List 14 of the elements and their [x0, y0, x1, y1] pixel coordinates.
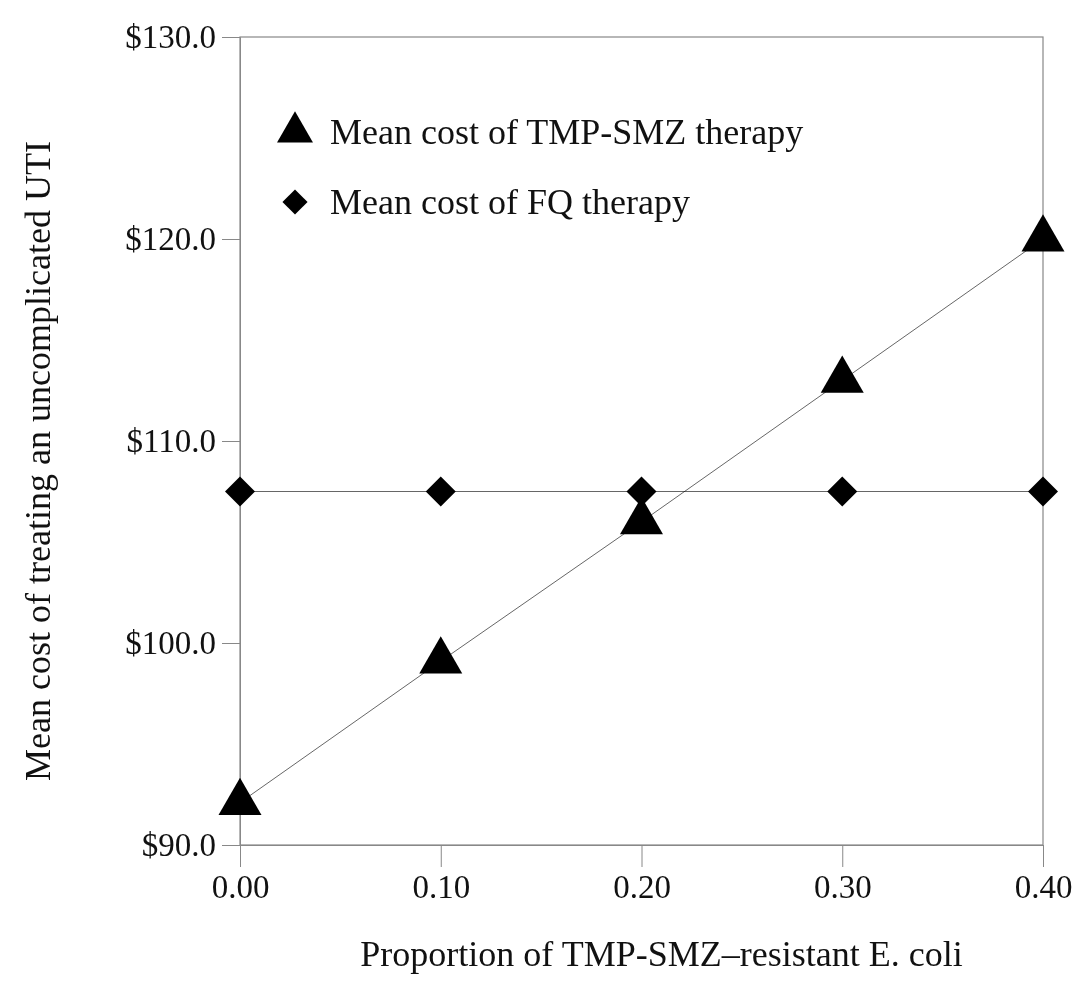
x-tick-label: 0.30: [813, 869, 872, 906]
legend-label: Mean cost of TMP-SMZ therapy: [330, 112, 804, 152]
y-tick-label: $110.0: [126, 423, 216, 460]
y-tick-label: $120.0: [125, 221, 216, 258]
y-tick-label: $130.0: [125, 19, 216, 56]
x-tick-label: 0.10: [412, 869, 471, 906]
y-tick-label: $100.0: [125, 625, 216, 662]
y-axis-title: Mean cost of treating an uncomplicated UTI: [18, 141, 58, 781]
x-tick-label: 0.40: [1014, 869, 1073, 906]
x-tick-label: 0.00: [211, 869, 270, 906]
x-tick-label: 0.20: [613, 869, 671, 906]
y-tick-label: $90.0: [141, 827, 216, 864]
legend-label: Mean cost of FQ therapy: [330, 182, 690, 222]
x-axis-title: Proportion of TMP-SMZ–resistant E. coli: [360, 934, 963, 974]
